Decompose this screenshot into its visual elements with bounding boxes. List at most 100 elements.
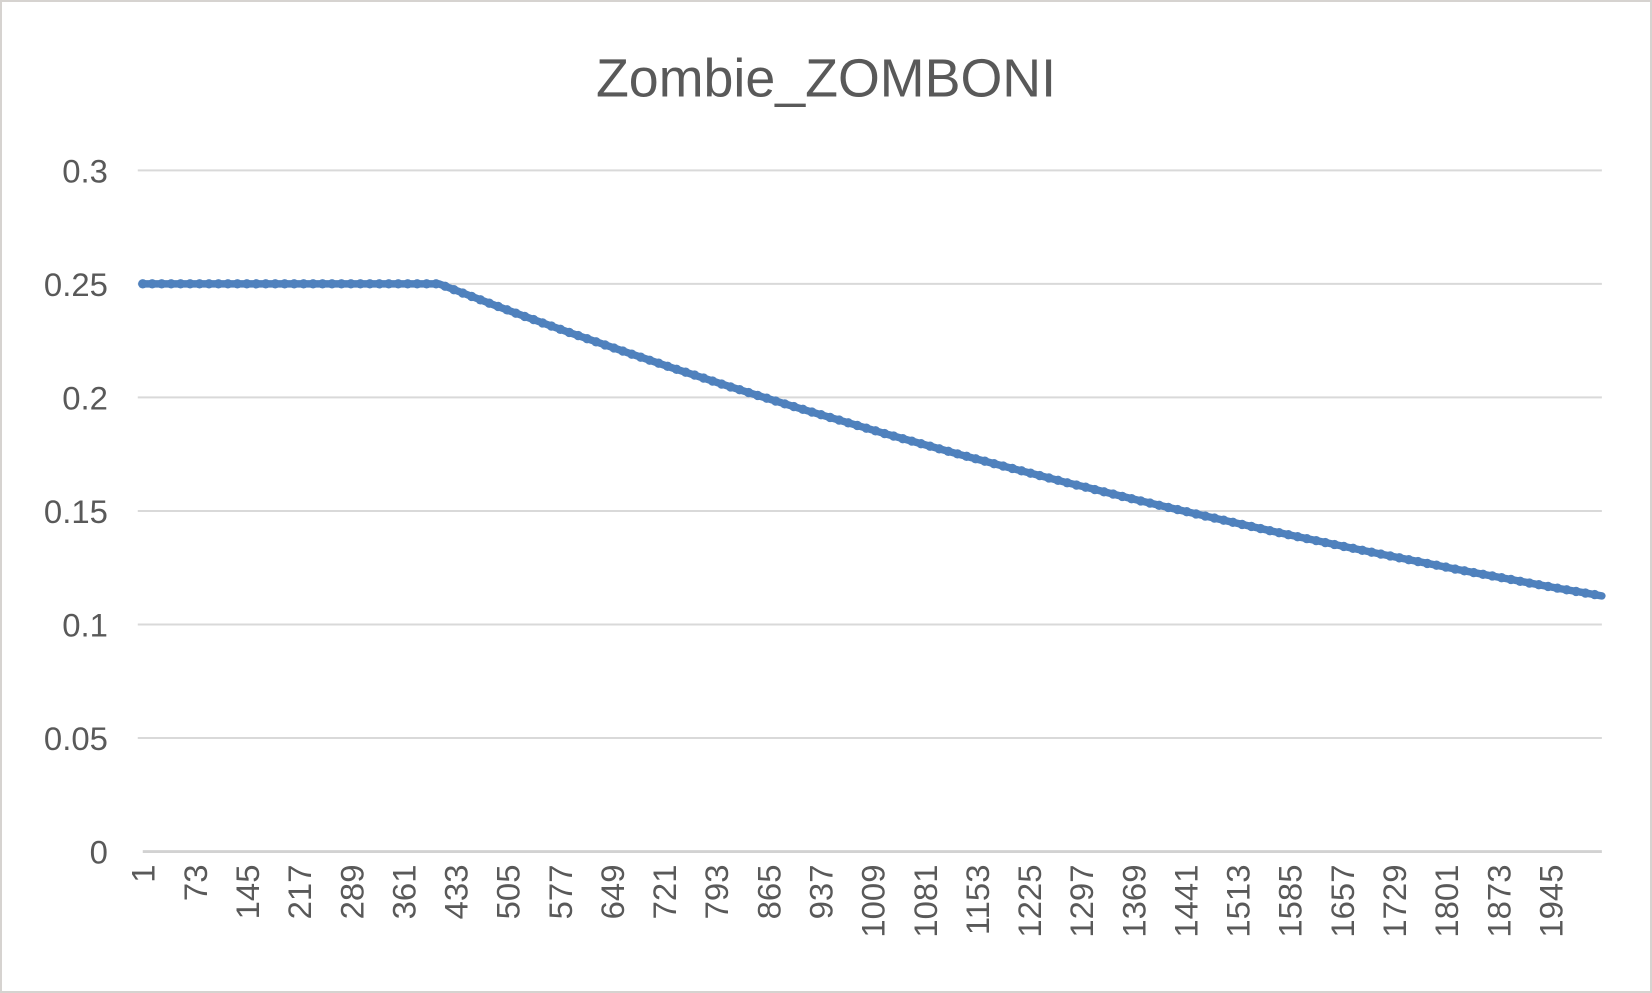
bead (449, 284, 459, 295)
x-tick-label: 865 (750, 865, 787, 920)
bead (618, 346, 628, 356)
bead (861, 423, 872, 433)
bead (662, 361, 673, 372)
bead (1376, 549, 1386, 559)
bead (925, 441, 935, 451)
bead (1385, 551, 1395, 561)
bead (898, 433, 908, 444)
x-tick-label: 937 (802, 865, 839, 920)
bead (698, 373, 709, 383)
bead (934, 444, 944, 454)
bead (734, 385, 745, 395)
bead (952, 449, 963, 459)
x-tick-label: 1945 (1532, 865, 1569, 938)
y-tick-label: 0.3 (62, 152, 108, 189)
bead (798, 404, 808, 415)
bead (1237, 519, 1247, 530)
bead (716, 379, 727, 389)
x-tick-label: 505 (490, 865, 527, 920)
bead (1172, 504, 1183, 515)
bead (1590, 589, 1600, 600)
bead (365, 279, 375, 289)
bead (645, 355, 655, 365)
x-tick-label: 1297 (1063, 865, 1100, 938)
bead (1145, 498, 1155, 508)
bead (458, 288, 468, 298)
series-polyline (139, 280, 1606, 600)
bead (1524, 578, 1535, 588)
x-tick-label: 721 (646, 865, 683, 920)
bead (223, 279, 233, 289)
bead (336, 279, 347, 289)
bead (1090, 484, 1100, 495)
bead (771, 396, 781, 406)
bead (971, 454, 981, 464)
bead (636, 352, 646, 362)
bead (1468, 567, 1479, 578)
bead (707, 376, 718, 386)
bead (1487, 571, 1497, 581)
y-tick-label: 0.2 (62, 379, 108, 416)
bead (403, 279, 413, 289)
bead (689, 370, 700, 380)
bead (327, 279, 337, 289)
x-tick-label: 73 (177, 865, 214, 902)
bead (582, 333, 592, 344)
bead (185, 279, 195, 289)
bead (1311, 535, 1321, 546)
bead (317, 279, 328, 289)
bead (1366, 547, 1377, 557)
bead (1099, 487, 1109, 497)
bead (175, 279, 186, 289)
bead (1265, 525, 1275, 536)
bead (573, 330, 583, 341)
bead (807, 407, 817, 417)
bead (1126, 494, 1137, 504)
bead (1007, 463, 1018, 474)
bead (194, 279, 205, 289)
x-tick-label: 577 (542, 865, 579, 920)
bead (834, 415, 844, 425)
bead (725, 382, 736, 392)
bead (1163, 502, 1173, 513)
y-tick-label: 0.05 (44, 720, 108, 757)
bead (475, 295, 486, 305)
bead (780, 399, 790, 409)
bead (961, 451, 972, 462)
x-tick-label: 1729 (1376, 865, 1413, 938)
x-tick-label: 1873 (1480, 865, 1517, 938)
bead (280, 279, 290, 289)
x-tick-label: 1369 (1115, 865, 1152, 938)
bead (1506, 574, 1516, 585)
bead (1496, 572, 1507, 583)
bead (308, 279, 318, 289)
bead (511, 308, 521, 318)
bead (1552, 583, 1563, 593)
bead (242, 279, 252, 289)
bead (1431, 560, 1442, 570)
y-tick-label: 0.1 (62, 606, 108, 643)
x-tick-label: 145 (229, 865, 266, 920)
bead (1035, 470, 1045, 481)
bead (680, 367, 691, 377)
bead (789, 401, 799, 412)
bead (346, 279, 356, 289)
x-tick-label: 1513 (1220, 865, 1257, 938)
bead (1543, 581, 1553, 592)
bead (1200, 511, 1210, 521)
bead (138, 279, 148, 289)
bead (627, 349, 637, 359)
bead (1255, 523, 1266, 534)
x-tick-label: 793 (698, 865, 735, 920)
bead (1450, 564, 1460, 574)
bead (1283, 529, 1294, 540)
bead (1209, 513, 1220, 523)
bead (1246, 521, 1257, 532)
bead (1580, 588, 1591, 598)
bead (251, 279, 261, 289)
bead (1515, 576, 1525, 586)
x-tick-label: 1081 (907, 865, 944, 938)
bead (870, 426, 881, 436)
x-tick-label: 1441 (1167, 865, 1204, 938)
bead (537, 318, 548, 328)
